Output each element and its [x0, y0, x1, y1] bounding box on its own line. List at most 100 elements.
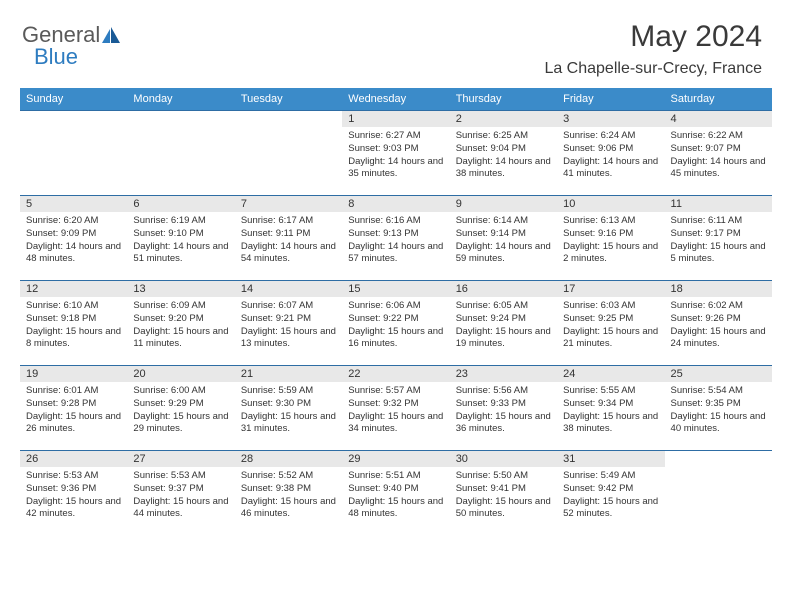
day-info: Sunrise: 6:13 AMSunset: 9:16 PMDaylight:…	[557, 212, 664, 269]
sunrise-label: Sunrise:	[671, 130, 706, 141]
sunrise-line: Sunrise: 5:56 AM	[456, 385, 551, 398]
sunset-line: Sunset: 9:33 PM	[456, 398, 551, 411]
sunrise-label: Sunrise:	[241, 300, 276, 311]
sunrise-value: 5:50 AM	[493, 470, 528, 481]
day-info: Sunrise: 6:02 AMSunset: 9:26 PMDaylight:…	[665, 297, 772, 354]
sunrise-value: 5:51 AM	[386, 470, 421, 481]
day-number: 21	[235, 366, 342, 382]
day-number: 2	[450, 111, 557, 127]
day-info: Sunrise: 5:50 AMSunset: 9:41 PMDaylight:…	[450, 467, 557, 524]
sunset-label: Sunset:	[241, 313, 273, 324]
sunset-label: Sunset:	[348, 143, 380, 154]
sunrise-line: Sunrise: 5:53 AM	[26, 470, 121, 483]
sunset-label: Sunset:	[348, 483, 380, 494]
sunrise-line: Sunrise: 6:25 AM	[456, 130, 551, 143]
sunset-value: 9:03 PM	[383, 143, 418, 154]
logo-text-blue: Blue	[34, 44, 78, 70]
sunrise-value: 5:52 AM	[278, 470, 313, 481]
sunset-line: Sunset: 9:03 PM	[348, 143, 443, 156]
sunset-label: Sunset:	[348, 228, 380, 239]
day-number: 12	[20, 281, 127, 297]
sunrise-value: 6:11 AM	[708, 215, 742, 226]
sunrise-line: Sunrise: 6:16 AM	[348, 215, 443, 228]
day-cell: 31Sunrise: 5:49 AMSunset: 9:42 PMDayligh…	[557, 451, 664, 536]
daylight-line: Daylight: 14 hours and 41 minutes.	[563, 156, 658, 182]
sunset-line: Sunset: 9:37 PM	[133, 483, 228, 496]
day-info: Sunrise: 6:17 AMSunset: 9:11 PMDaylight:…	[235, 212, 342, 269]
sunrise-value: 6:16 AM	[386, 215, 421, 226]
day-cell: 8Sunrise: 6:16 AMSunset: 9:13 PMDaylight…	[342, 196, 449, 281]
sunset-label: Sunset:	[26, 228, 58, 239]
sunset-value: 9:09 PM	[61, 228, 96, 239]
sunrise-line: Sunrise: 6:11 AM	[671, 215, 766, 228]
day-number: 16	[450, 281, 557, 297]
day-header: Saturday	[665, 88, 772, 111]
sunrise-value: 6:03 AM	[601, 300, 636, 311]
sunset-value: 9:21 PM	[276, 313, 311, 324]
sunset-line: Sunset: 9:26 PM	[671, 313, 766, 326]
daylight-line: Daylight: 15 hours and 8 minutes.	[26, 326, 121, 352]
sunrise-value: 6:06 AM	[386, 300, 421, 311]
sunset-value: 9:34 PM	[598, 398, 633, 409]
sunset-label: Sunset:	[456, 483, 488, 494]
daylight-line: Daylight: 14 hours and 35 minutes.	[348, 156, 443, 182]
day-info: Sunrise: 5:56 AMSunset: 9:33 PMDaylight:…	[450, 382, 557, 439]
day-number: 31	[557, 451, 664, 467]
sunset-label: Sunset:	[133, 228, 165, 239]
day-info: Sunrise: 5:54 AMSunset: 9:35 PMDaylight:…	[665, 382, 772, 439]
sunset-value: 9:07 PM	[705, 143, 740, 154]
day-cell: 1Sunrise: 6:27 AMSunset: 9:03 PMDaylight…	[342, 111, 449, 196]
day-cell: 13Sunrise: 6:09 AMSunset: 9:20 PMDayligh…	[127, 281, 234, 366]
sunrise-value: 6:01 AM	[64, 385, 99, 396]
daylight-line: Daylight: 14 hours and 38 minutes.	[456, 156, 551, 182]
daylight-label: Daylight:	[26, 241, 63, 252]
daylight-label: Daylight:	[348, 156, 385, 167]
daylight-line: Daylight: 15 hours and 19 minutes.	[456, 326, 551, 352]
day-info: Sunrise: 5:53 AMSunset: 9:36 PMDaylight:…	[20, 467, 127, 524]
sunrise-label: Sunrise:	[133, 300, 168, 311]
calendar-week-row: 26Sunrise: 5:53 AMSunset: 9:36 PMDayligh…	[20, 451, 772, 536]
daylight-line: Daylight: 14 hours and 51 minutes.	[133, 241, 228, 267]
daylight-label: Daylight:	[241, 326, 278, 337]
sunset-label: Sunset:	[348, 313, 380, 324]
sunset-line: Sunset: 9:36 PM	[26, 483, 121, 496]
sunset-value: 9:35 PM	[705, 398, 740, 409]
sunrise-value: 6:17 AM	[278, 215, 313, 226]
sunset-label: Sunset:	[671, 313, 703, 324]
sunset-value: 9:13 PM	[383, 228, 418, 239]
sunset-value: 9:14 PM	[491, 228, 526, 239]
sunrise-line: Sunrise: 6:20 AM	[26, 215, 121, 228]
day-cell: 22Sunrise: 5:57 AMSunset: 9:32 PMDayligh…	[342, 366, 449, 451]
sunset-label: Sunset:	[563, 228, 595, 239]
sunset-line: Sunset: 9:41 PM	[456, 483, 551, 496]
day-cell: 2Sunrise: 6:25 AMSunset: 9:04 PMDaylight…	[450, 111, 557, 196]
sunset-value: 9:28 PM	[61, 398, 96, 409]
month-title: May 2024	[544, 20, 762, 54]
day-header: Monday	[127, 88, 234, 111]
sunset-value: 9:29 PM	[168, 398, 203, 409]
day-cell: 5Sunrise: 6:20 AMSunset: 9:09 PMDaylight…	[20, 196, 127, 281]
daylight-label: Daylight:	[671, 326, 708, 337]
day-number: 26	[20, 451, 127, 467]
sunrise-label: Sunrise:	[26, 385, 61, 396]
sunset-label: Sunset:	[26, 398, 58, 409]
day-info: Sunrise: 6:14 AMSunset: 9:14 PMDaylight:…	[450, 212, 557, 269]
day-info: Sunrise: 6:22 AMSunset: 9:07 PMDaylight:…	[665, 127, 772, 184]
sunset-value: 9:26 PM	[705, 313, 740, 324]
day-cell-blank	[127, 111, 234, 196]
sunrise-value: 5:53 AM	[64, 470, 99, 481]
daylight-label: Daylight:	[133, 411, 170, 422]
day-number: 28	[235, 451, 342, 467]
sunrise-value: 6:24 AM	[601, 130, 636, 141]
sunrise-value: 6:10 AM	[64, 300, 99, 311]
day-number: 1	[342, 111, 449, 127]
sunset-label: Sunset:	[671, 143, 703, 154]
sunset-line: Sunset: 9:06 PM	[563, 143, 658, 156]
sunrise-line: Sunrise: 6:05 AM	[456, 300, 551, 313]
sunrise-label: Sunrise:	[133, 470, 168, 481]
sunset-label: Sunset:	[26, 313, 58, 324]
sunrise-line: Sunrise: 6:22 AM	[671, 130, 766, 143]
sunrise-label: Sunrise:	[456, 470, 491, 481]
daylight-label: Daylight:	[456, 241, 493, 252]
sunrise-line: Sunrise: 5:49 AM	[563, 470, 658, 483]
